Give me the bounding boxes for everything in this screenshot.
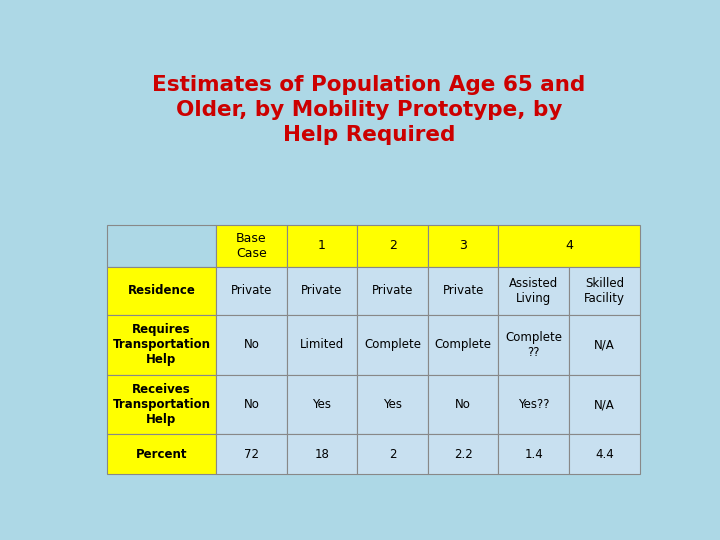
FancyBboxPatch shape (498, 267, 569, 315)
Text: 1.4: 1.4 (524, 448, 543, 461)
Text: Estimates of Population Age 65 and
Older, by Mobility Prototype, by
Help Require: Estimates of Population Age 65 and Older… (153, 75, 585, 145)
FancyBboxPatch shape (357, 435, 428, 474)
Text: Receives
Transportation
Help: Receives Transportation Help (112, 383, 210, 426)
Text: Complete: Complete (364, 338, 421, 351)
FancyBboxPatch shape (498, 435, 569, 474)
Text: Private: Private (302, 284, 343, 297)
FancyBboxPatch shape (287, 225, 357, 267)
Text: Private: Private (230, 284, 272, 297)
FancyBboxPatch shape (569, 375, 639, 435)
Text: 2: 2 (389, 448, 396, 461)
Text: Skilled
Facility: Skilled Facility (584, 276, 625, 305)
FancyBboxPatch shape (428, 315, 498, 375)
FancyBboxPatch shape (216, 375, 287, 435)
FancyBboxPatch shape (287, 315, 357, 375)
Text: Base
Case: Base Case (236, 232, 267, 260)
FancyBboxPatch shape (107, 315, 216, 375)
FancyBboxPatch shape (357, 375, 428, 435)
Text: Requires
Transportation
Help: Requires Transportation Help (112, 323, 210, 366)
FancyBboxPatch shape (569, 267, 639, 315)
Text: Residence: Residence (127, 284, 195, 297)
FancyBboxPatch shape (107, 267, 216, 315)
FancyBboxPatch shape (428, 225, 498, 267)
Text: Private: Private (372, 284, 413, 297)
FancyBboxPatch shape (357, 267, 428, 315)
FancyBboxPatch shape (498, 225, 639, 267)
Text: 1: 1 (318, 239, 326, 252)
FancyBboxPatch shape (357, 225, 428, 267)
Text: Complete
??: Complete ?? (505, 330, 562, 359)
Text: 72: 72 (244, 448, 259, 461)
FancyBboxPatch shape (428, 435, 498, 474)
Text: Complete: Complete (435, 338, 492, 351)
FancyBboxPatch shape (357, 315, 428, 375)
FancyBboxPatch shape (216, 267, 287, 315)
Text: No: No (243, 338, 259, 351)
FancyBboxPatch shape (287, 435, 357, 474)
Text: 4: 4 (565, 239, 573, 252)
FancyBboxPatch shape (287, 375, 357, 435)
FancyBboxPatch shape (569, 315, 639, 375)
FancyBboxPatch shape (107, 375, 216, 435)
Text: 2.2: 2.2 (454, 448, 472, 461)
FancyBboxPatch shape (428, 267, 498, 315)
FancyBboxPatch shape (498, 375, 569, 435)
Text: N/A: N/A (594, 338, 615, 351)
Text: N/A: N/A (594, 398, 615, 411)
Text: Yes??: Yes?? (518, 398, 549, 411)
FancyBboxPatch shape (287, 267, 357, 315)
FancyBboxPatch shape (216, 225, 287, 267)
FancyBboxPatch shape (569, 435, 639, 474)
Text: No: No (243, 398, 259, 411)
Text: Yes: Yes (383, 398, 402, 411)
FancyBboxPatch shape (428, 375, 498, 435)
Text: 4.4: 4.4 (595, 448, 613, 461)
FancyBboxPatch shape (216, 435, 287, 474)
Text: Percent: Percent (135, 448, 187, 461)
Text: 2: 2 (389, 239, 397, 252)
FancyBboxPatch shape (498, 315, 569, 375)
FancyBboxPatch shape (216, 315, 287, 375)
FancyBboxPatch shape (107, 435, 216, 474)
Text: Limited: Limited (300, 338, 344, 351)
Text: 3: 3 (459, 239, 467, 252)
Text: 18: 18 (315, 448, 330, 461)
Text: Private: Private (443, 284, 484, 297)
Text: No: No (455, 398, 471, 411)
Text: Assisted
Living: Assisted Living (509, 276, 559, 305)
FancyBboxPatch shape (107, 225, 216, 267)
Text: Yes: Yes (312, 398, 331, 411)
